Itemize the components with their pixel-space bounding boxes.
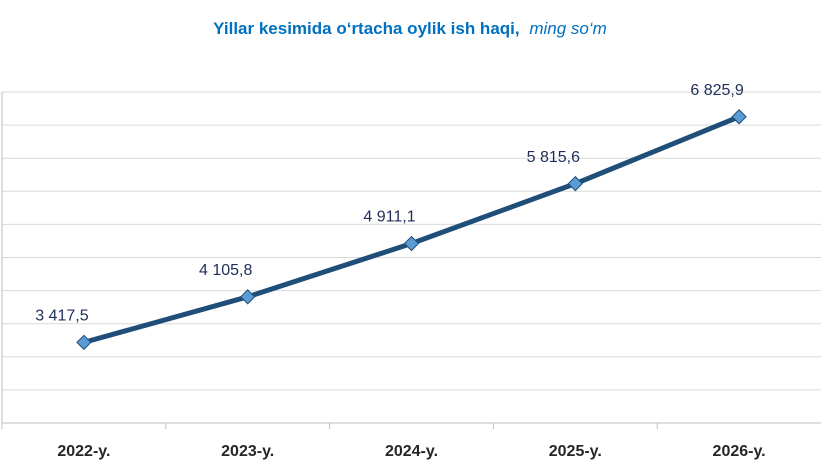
x-tick-label: 2024-y. — [385, 443, 438, 460]
data-label: 4 105,8 — [199, 262, 252, 279]
x-tick-label: 2026-y. — [713, 443, 766, 460]
data-label: 3 417,5 — [35, 308, 88, 325]
data-label: 4 911,1 — [363, 209, 415, 226]
data-label: 5 815,6 — [527, 149, 580, 166]
chart-subtitle: ming so‘m — [529, 19, 606, 38]
chart-title-group: Yillar kesimida o‘rtacha oylik ish haqi,… — [213, 19, 607, 38]
data-line — [83, 114, 741, 345]
x-tick-label: 2022-y. — [57, 443, 110, 460]
x-tick-label: 2025-y. — [549, 443, 602, 460]
data-marker — [239, 289, 256, 305]
data-marker — [76, 334, 92, 351]
data-marker — [403, 235, 420, 252]
x-tick-label: 2023-y. — [221, 443, 274, 460]
data-marker — [731, 109, 747, 125]
data-label: 6 825,9 — [690, 82, 743, 99]
chart-title: Yillar kesimida o‘rtacha oylik ish haqi, — [213, 19, 519, 38]
data-marker — [567, 175, 584, 192]
